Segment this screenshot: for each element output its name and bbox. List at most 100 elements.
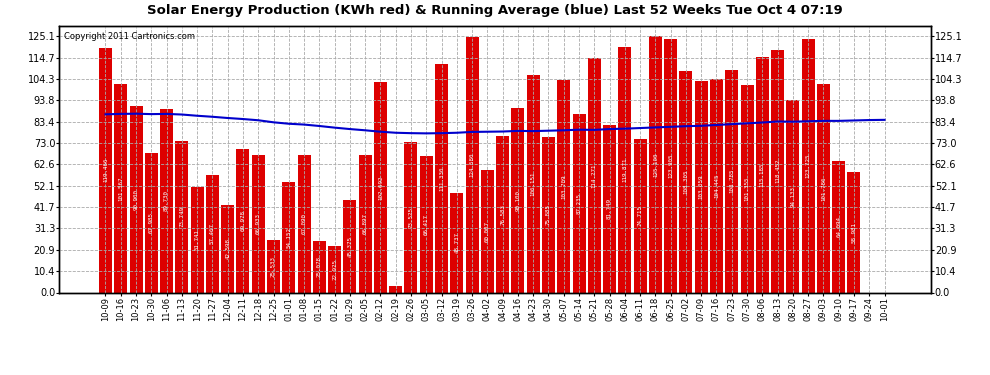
Bar: [634, 140, 646, 292]
Text: 102.692: 102.692: [378, 175, 383, 200]
Text: 101.786: 101.786: [821, 176, 826, 201]
Bar: [160, 109, 173, 292]
Bar: [313, 241, 326, 292]
Bar: [344, 200, 356, 292]
Text: 22.925: 22.925: [332, 258, 338, 279]
Text: 94.133: 94.133: [790, 186, 795, 207]
Text: 58.981: 58.981: [851, 222, 856, 243]
Bar: [114, 84, 128, 292]
Text: 103.059: 103.059: [699, 175, 704, 199]
Text: 60.007: 60.007: [485, 220, 490, 242]
Bar: [191, 186, 204, 292]
Bar: [527, 75, 540, 292]
Bar: [802, 39, 815, 292]
Bar: [664, 39, 677, 292]
Bar: [99, 48, 112, 292]
Bar: [282, 182, 295, 292]
Bar: [221, 205, 235, 292]
Text: 69.978: 69.978: [241, 210, 246, 231]
Text: 87.235: 87.235: [576, 193, 581, 214]
Text: 67.090: 67.090: [302, 213, 307, 234]
Text: 66.933: 66.933: [255, 213, 260, 234]
Text: 119.871: 119.871: [623, 158, 628, 182]
Text: 124.580: 124.580: [469, 153, 474, 177]
Bar: [374, 82, 387, 292]
Bar: [755, 57, 769, 292]
Text: 67.985: 67.985: [148, 212, 153, 233]
Text: 42.598: 42.598: [225, 238, 231, 260]
Text: 81.749: 81.749: [607, 198, 612, 219]
Text: 90.900: 90.900: [134, 189, 139, 210]
Text: 73.525: 73.525: [409, 207, 414, 228]
Bar: [298, 155, 311, 292]
Text: 75.885: 75.885: [545, 204, 551, 225]
Bar: [817, 84, 830, 292]
Text: 125.100: 125.100: [652, 152, 658, 177]
Bar: [358, 156, 371, 292]
Bar: [710, 79, 723, 292]
Text: 103.709: 103.709: [561, 174, 566, 198]
Text: 111.330: 111.330: [439, 166, 445, 191]
Bar: [833, 161, 845, 292]
Text: 119.466: 119.466: [103, 158, 108, 182]
Text: Copyright 2011 Cartronics.com: Copyright 2011 Cartronics.com: [63, 32, 195, 40]
Text: 74.715: 74.715: [638, 206, 643, 226]
Text: 89.730: 89.730: [164, 190, 169, 211]
Bar: [251, 155, 264, 292]
Text: Solar Energy Production (KWh red) & Running Average (blue) Last 52 Weeks Tue Oct: Solar Energy Production (KWh red) & Runn…: [148, 4, 842, 17]
Bar: [328, 246, 342, 292]
Bar: [588, 58, 601, 292]
Text: 115.185: 115.185: [759, 162, 765, 187]
Bar: [542, 137, 555, 292]
Bar: [726, 70, 739, 292]
Text: 123.905: 123.905: [668, 153, 673, 178]
Text: 54.152: 54.152: [286, 226, 291, 248]
Bar: [619, 47, 632, 292]
Bar: [130, 106, 143, 292]
Bar: [389, 286, 402, 292]
Bar: [648, 36, 662, 292]
Bar: [465, 38, 478, 292]
Bar: [741, 85, 753, 292]
Text: 101.355: 101.355: [744, 177, 749, 201]
Text: 90.100: 90.100: [516, 190, 521, 211]
Bar: [786, 100, 799, 292]
Text: 118.452: 118.452: [775, 159, 780, 183]
Text: 66.897: 66.897: [362, 213, 367, 234]
Text: 73.749: 73.749: [179, 207, 184, 228]
Bar: [847, 172, 860, 292]
Text: 66.417: 66.417: [424, 214, 429, 235]
Bar: [435, 64, 448, 292]
Text: 25.078: 25.078: [317, 256, 322, 278]
Bar: [557, 80, 570, 292]
Text: 48.737: 48.737: [454, 232, 459, 253]
Bar: [206, 175, 219, 292]
Bar: [695, 81, 708, 292]
Text: 101.567: 101.567: [118, 176, 124, 201]
Bar: [145, 153, 157, 292]
Bar: [420, 156, 433, 292]
Text: 25.533: 25.533: [271, 256, 276, 277]
Bar: [175, 141, 188, 292]
Bar: [771, 50, 784, 292]
Text: 114.271: 114.271: [592, 163, 597, 188]
Text: 106.151: 106.151: [531, 171, 536, 196]
Bar: [603, 125, 616, 292]
Text: 51.741: 51.741: [195, 229, 200, 250]
Bar: [237, 149, 249, 292]
Bar: [405, 142, 418, 292]
Text: 45.375: 45.375: [347, 236, 352, 256]
Text: 108.305: 108.305: [683, 170, 688, 194]
Text: 104.445: 104.445: [714, 173, 719, 198]
Bar: [496, 136, 509, 292]
Text: 57.467: 57.467: [210, 223, 215, 244]
Bar: [512, 108, 525, 292]
Bar: [481, 170, 494, 292]
Text: 123.725: 123.725: [806, 153, 811, 178]
Bar: [450, 193, 463, 292]
Text: 108.785: 108.785: [730, 169, 735, 194]
Bar: [572, 114, 585, 292]
Text: 64.094: 64.094: [837, 216, 842, 237]
Text: 76.583: 76.583: [500, 204, 505, 225]
Bar: [679, 70, 692, 292]
